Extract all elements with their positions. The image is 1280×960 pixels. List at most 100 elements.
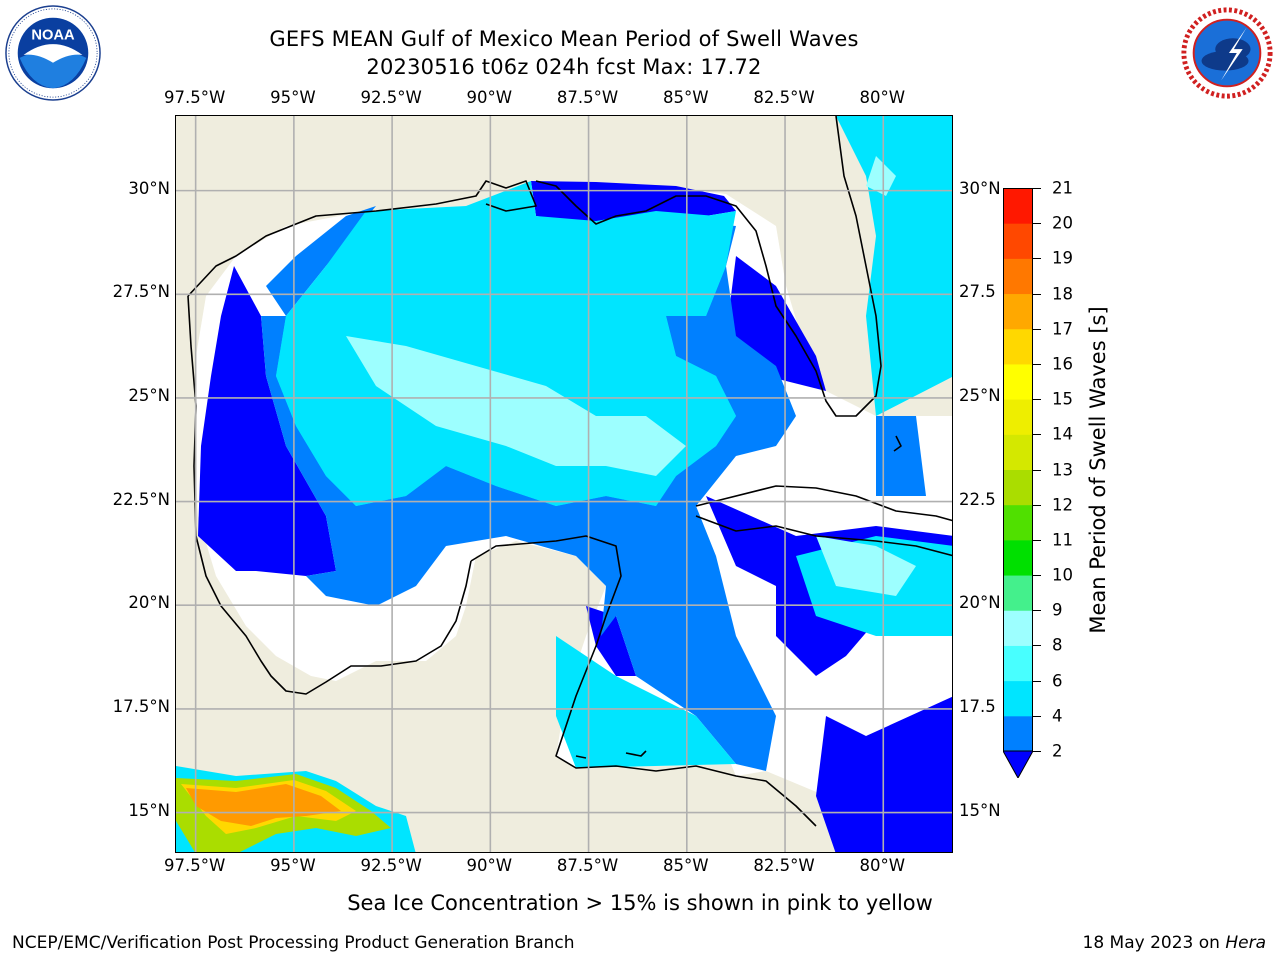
colorbar-tick-mark — [1033, 434, 1041, 436]
colorbar-tick-mark — [1033, 363, 1041, 365]
colorbar-band — [1003, 363, 1033, 400]
colorbar-tick-label: 10 — [1052, 565, 1073, 585]
colorbar-tick-label: 8 — [1052, 635, 1063, 655]
top-lon-label: 80°W — [859, 88, 906, 107]
colorbar-tick-mark — [1033, 399, 1041, 401]
colorbar-tick-label: 18 — [1052, 284, 1073, 304]
colorbar-extend-arrow — [1003, 750, 1033, 778]
colorbar-tick-mark — [1033, 188, 1041, 189]
colorbar-band — [1003, 469, 1033, 506]
colorbar-tick-label: 17 — [1052, 319, 1073, 339]
pacific-high-period-zone — [176, 766, 416, 852]
noaa-logo-text: NOAA — [31, 27, 75, 43]
colorbar — [1003, 188, 1033, 778]
colorbar-band — [1003, 504, 1033, 541]
colorbar-tick-mark — [1033, 539, 1041, 541]
left-lat-label: 25°N — [128, 385, 170, 405]
top-lon-label: 92.5°W — [360, 88, 422, 107]
colorbar-tick-label: 4 — [1052, 706, 1063, 726]
colorbar-tick-mark — [1033, 223, 1041, 225]
bottom-lon-label: 87.5°W — [556, 856, 619, 875]
bottom-lon-label: 95°W — [270, 856, 316, 875]
colorbar-band — [1003, 610, 1033, 646]
top-lon-label: 85°W — [663, 88, 709, 107]
colorbar-tick-mark — [1033, 610, 1041, 612]
right-lat-label: 20°N — [959, 593, 1001, 613]
colorbar-label: Mean Period of Swell Waves [s] — [1086, 306, 1110, 634]
colorbar-band — [1003, 539, 1033, 576]
swell-band-8-9 — [346, 156, 916, 596]
colorbar-band — [1003, 645, 1033, 682]
colorbar-band — [1003, 258, 1033, 295]
colorbar-tick-mark — [1033, 645, 1041, 647]
chart-title: GEFS MEAN Gulf of Mexico Mean Period of … — [269, 27, 859, 51]
colorbar-tick-label: 21 — [1052, 178, 1073, 198]
left-lat-label: 22.5°N — [112, 489, 170, 509]
map-canvas — [176, 116, 952, 852]
footer-credit: NCEP/EMC/Verification Post Processing Pr… — [12, 933, 575, 953]
bottom-lon-label: 90°W — [466, 856, 513, 875]
colorbar-tick-mark — [1033, 504, 1041, 506]
bottom-lon-label: 97.5°W — [163, 856, 226, 875]
colorbar-tick-label: 19 — [1052, 248, 1073, 268]
right-lat-label: 17.5 — [959, 696, 996, 716]
noaa-logo: NOAA — [5, 5, 101, 101]
colorbar-tick-label: 2 — [1052, 741, 1063, 761]
colorbar-tick-label: 15 — [1052, 389, 1073, 409]
chart-subtitle: 20230516 t06z 024h fcst Max: 17.72 — [366, 55, 762, 79]
coastlines — [187, 116, 952, 827]
left-lat-label: 20°N — [128, 593, 170, 613]
colorbar-band — [1003, 188, 1033, 224]
footer-date-text: 18 May 2023 on — [1082, 933, 1226, 953]
footer-host: Hera — [1225, 933, 1266, 953]
colorbar-tick-mark — [1033, 328, 1041, 330]
map-panel — [175, 115, 953, 853]
colorbar-tick-label: 13 — [1052, 460, 1073, 479]
top-lon-label: 87.5°W — [556, 88, 619, 107]
footer-date: 18 May 2023 on Hera — [1083, 933, 1267, 953]
right-lat-label: 30°N — [959, 178, 1001, 198]
colorbar-band — [1003, 575, 1033, 611]
colorbar-band — [1003, 223, 1033, 259]
map-grid — [176, 116, 952, 852]
colorbar-band — [1003, 715, 1033, 752]
colorbar-tick-label: 9 — [1052, 600, 1063, 620]
right-lat-label: 25°N — [959, 385, 1001, 405]
colorbar-tick-mark — [1033, 469, 1041, 471]
colorbar-tick-label: 11 — [1052, 530, 1073, 550]
colorbar-tick-mark — [1033, 258, 1041, 260]
left-lat-label: 15°N — [128, 800, 170, 820]
top-lon-label: 95°W — [270, 88, 316, 107]
colorbar-band — [1003, 399, 1033, 435]
colorbar-tick-mark — [1033, 293, 1041, 295]
right-lat-label: 27.5 — [959, 282, 996, 302]
colorbar-tick-mark — [1033, 751, 1041, 752]
bottom-lon-label: 80°W — [859, 856, 906, 875]
colorbar-band — [1003, 328, 1033, 365]
colorbar-tick-mark — [1033, 575, 1041, 577]
top-lon-label: 97.5°W — [163, 88, 226, 107]
left-lat-label: 30°N — [128, 178, 170, 198]
left-lat-label: 27.5°N — [112, 282, 170, 302]
top-lon-label: 82.5°W — [753, 88, 815, 107]
colorbar-tick-label: 14 — [1052, 424, 1073, 444]
right-lat-label: 22.5 — [959, 489, 996, 509]
right-lat-label: 15°N — [959, 800, 1001, 820]
colorbar-band — [1003, 680, 1033, 717]
colorbar-tick-label: 16 — [1052, 354, 1073, 374]
colorbar-tick-label: 6 — [1052, 671, 1063, 691]
colorbar-tick-label: 12 — [1052, 495, 1073, 515]
bottom-lon-label: 82.5°W — [753, 856, 815, 875]
colorbar-tick-mark — [1033, 680, 1041, 682]
bottom-lon-label: 92.5°W — [360, 856, 422, 875]
nws-logo — [1179, 5, 1275, 101]
colorbar-tick-mark — [1033, 715, 1041, 717]
colorbar-bands — [1003, 188, 1033, 752]
colorbar-band — [1003, 293, 1033, 330]
top-lon-label: 90°W — [466, 88, 513, 107]
colorbar-tick-label: 20 — [1052, 213, 1073, 233]
bottom-lon-label: 85°W — [663, 856, 709, 875]
sea-ice-note: Sea Ice Concentration > 15% is shown in … — [347, 891, 933, 915]
colorbar-band — [1003, 434, 1033, 470]
left-lat-label: 17.5°N — [112, 696, 170, 716]
